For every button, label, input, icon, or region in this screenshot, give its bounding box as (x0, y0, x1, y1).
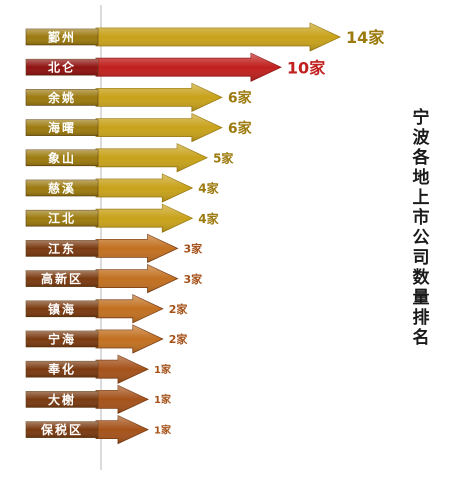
category-tag-shading (26, 149, 98, 166)
category-label: 奉化 (47, 362, 76, 377)
category-tag-shading (26, 240, 98, 257)
category-tag-shading (26, 270, 98, 287)
bar-arrow-shading (96, 264, 178, 293)
value-label: 6家 (228, 120, 253, 137)
value-label: 3家 (184, 272, 204, 286)
bar-arrow-shading (96, 83, 222, 112)
bar-arrow-shading (96, 294, 163, 323)
category-tag-shading (26, 59, 98, 76)
category-tag-shading (26, 391, 98, 408)
bar-arrow-shading (96, 113, 222, 142)
category-label: 北仑 (48, 60, 76, 75)
category-tag-shading (26, 421, 98, 438)
category-tag-shading (26, 210, 98, 227)
bar-arrow-shading (96, 174, 193, 202)
bar-arrow-shading (96, 325, 163, 353)
category-tag-shading (26, 331, 98, 347)
category-tag-shading (26, 300, 98, 317)
bar-arrow-shading (96, 385, 148, 414)
bar-arrow-shading (96, 234, 178, 263)
bar-arrow-shading (96, 204, 193, 233)
chart-title: 宁波各地上市公司数量排名 (412, 108, 430, 348)
category-label: 海曙 (48, 120, 76, 135)
value-label: 5家 (213, 150, 234, 165)
category-label: 保税区 (40, 422, 83, 437)
category-label: 象山 (48, 150, 76, 165)
value-label: 6家 (228, 90, 253, 107)
value-label: 2家 (169, 302, 189, 316)
category-tag-shading (26, 89, 98, 106)
category-label: 余姚 (47, 90, 76, 105)
bar-arrow-shading (96, 23, 340, 51)
value-label: 10家 (287, 58, 326, 77)
category-label: 慈溪 (48, 181, 76, 196)
category-tag-shading (26, 119, 98, 136)
category-label: 鄞州 (48, 30, 76, 45)
value-label: 4家 (198, 181, 219, 196)
value-label: 1家 (154, 423, 172, 436)
category-label: 大榭 (48, 392, 76, 407)
category-label: 镇海 (48, 301, 76, 316)
bar-arrow-shading (96, 355, 148, 384)
category-label: 宁海 (48, 332, 76, 347)
category-tag-shading (26, 180, 98, 196)
bar-arrow-shading (96, 143, 208, 172)
category-label: 高新区 (41, 271, 83, 286)
value-label: 1家 (154, 393, 172, 406)
bar-arrow-shading (96, 53, 281, 82)
category-tag-shading (26, 29, 98, 45)
value-label: 2家 (169, 332, 189, 346)
value-label: 14家 (346, 28, 385, 47)
category-tag-shading (26, 361, 98, 378)
category-label: 江北 (48, 211, 76, 226)
value-label: 1家 (154, 363, 172, 376)
value-label: 3家 (184, 242, 204, 256)
bar-arrow-shading (96, 415, 148, 444)
value-label: 4家 (198, 211, 219, 226)
category-label: 江东 (48, 241, 76, 256)
